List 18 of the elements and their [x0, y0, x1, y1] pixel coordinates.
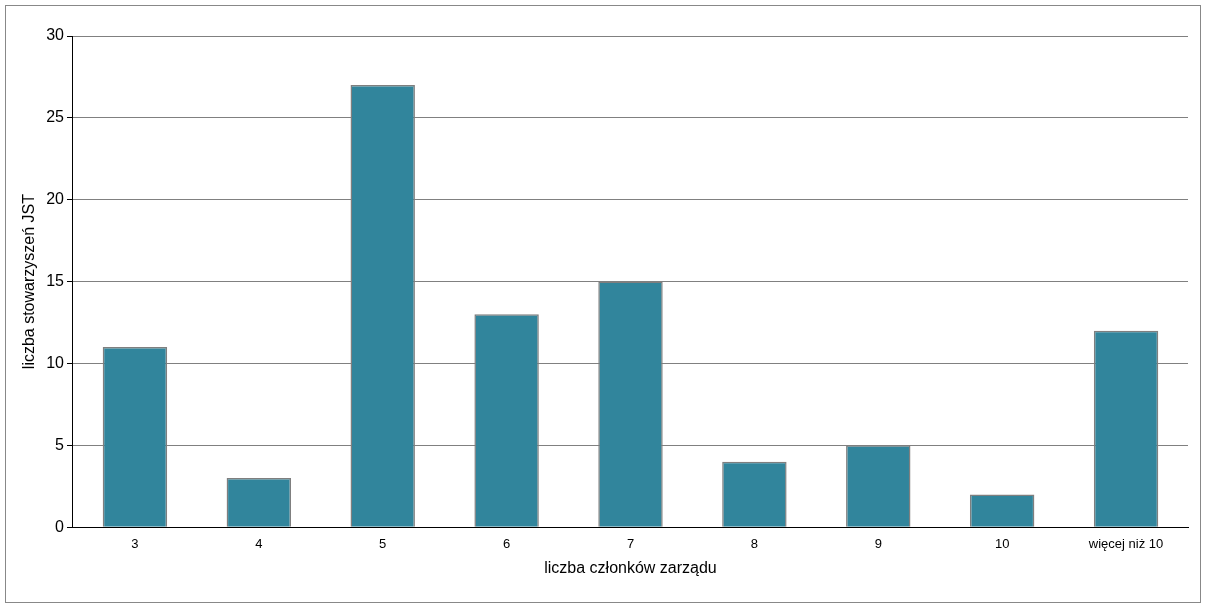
y-tick-label: 20	[46, 190, 65, 208]
x-axis-title: liczba członków zarządu	[544, 558, 717, 576]
y-axis-title: liczba stowarzyszeń JST	[20, 193, 38, 370]
y-tick-label: 0	[55, 517, 65, 535]
x-tick-label: 10	[994, 535, 1010, 551]
x-tick-label: więcej niż 10	[1087, 535, 1164, 551]
x-tick-label: 7	[626, 535, 635, 551]
x-tick-label: 6	[502, 535, 511, 551]
y-tick-label: 15	[46, 272, 65, 290]
x-tick-label: 9	[874, 535, 882, 551]
x-tick-label: 8	[750, 535, 758, 551]
y-tick-label: 5	[55, 435, 65, 453]
x-tick-label: 4	[255, 535, 263, 551]
y-tick-label: 30	[46, 26, 65, 44]
x-tick-label: 5	[379, 535, 387, 551]
x-tick-label: 3	[131, 535, 139, 551]
y-tick-label: 10	[46, 353, 65, 371]
y-tick-label: 25	[46, 108, 65, 126]
